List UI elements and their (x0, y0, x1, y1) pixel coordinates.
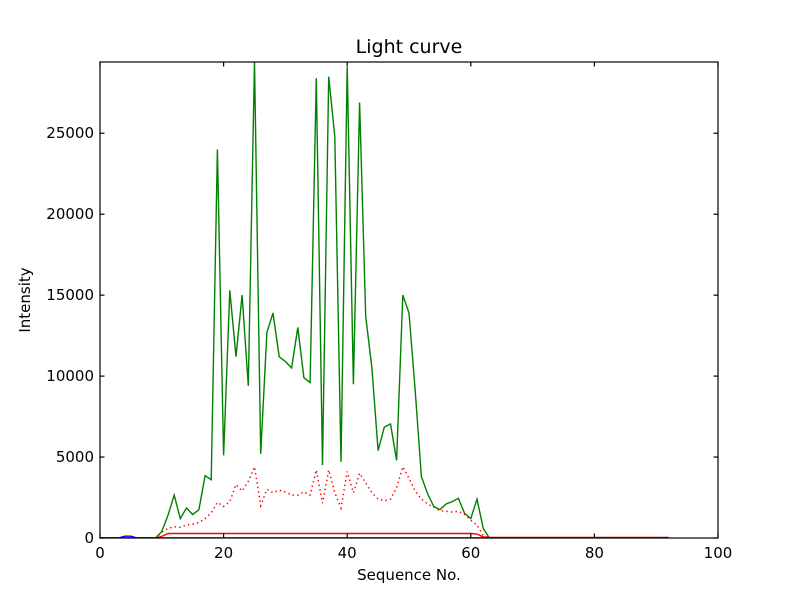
x-tick-label-20: 20 (214, 544, 234, 562)
y-tick-label-0: 0 (84, 529, 94, 547)
y-tick-label-10000: 10000 (46, 367, 94, 386)
x-axis-label: Sequence No. (357, 566, 461, 584)
chart-title: Light curve (355, 36, 463, 58)
x-tick-label-80: 80 (584, 544, 604, 562)
x-tick-label-0: 0 (95, 544, 105, 562)
x-tick-label-40: 40 (337, 544, 357, 562)
red-dotted-line (100, 464, 669, 538)
y-tick-label-15000: 15000 (46, 286, 94, 305)
green-line (100, 62, 669, 538)
y-tick-label-20000: 20000 (46, 205, 94, 224)
x-tick-label-100: 100 (703, 544, 733, 562)
y-tick-label-5000: 5000 (55, 448, 94, 467)
plot-spines (99, 61, 719, 539)
x-tick-label-60: 60 (461, 544, 481, 562)
y-tick-label-25000: 25000 (46, 124, 94, 143)
